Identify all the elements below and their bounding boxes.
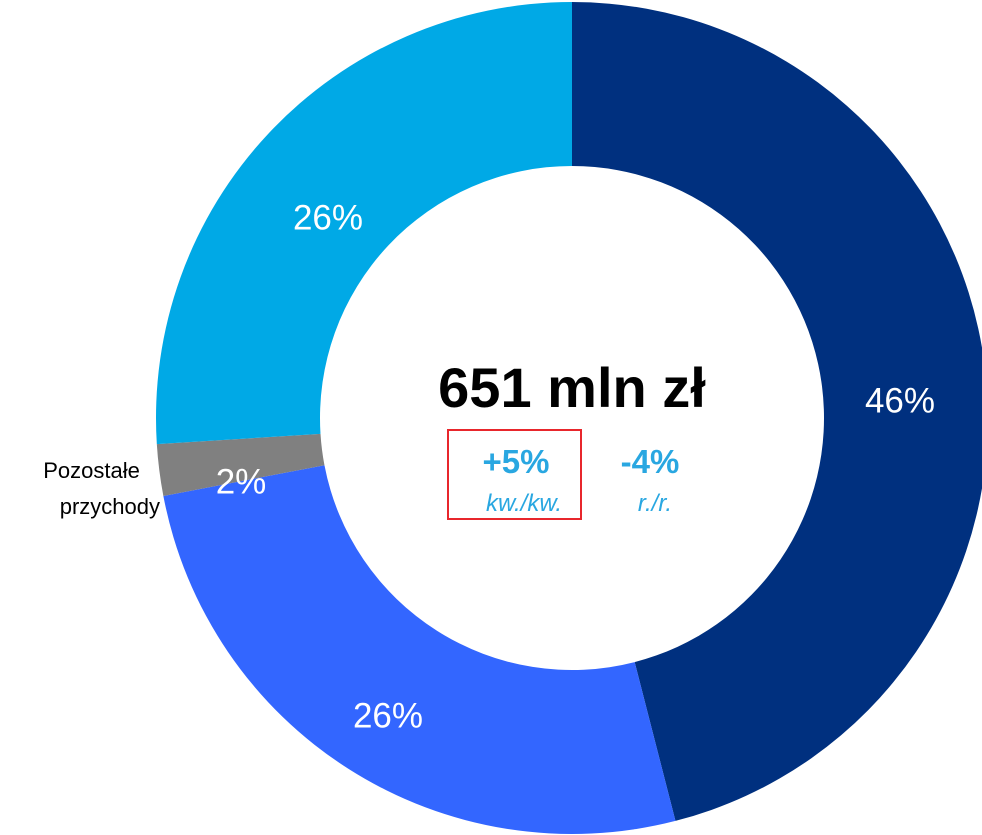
slice-label-2: 2%: [216, 462, 267, 501]
donut-slice-1: [163, 465, 675, 834]
change-yoy-value: -4%: [621, 443, 680, 480]
change-qoq-value: +5%: [483, 443, 550, 480]
center-total: 651 mln zł: [438, 356, 706, 419]
slice-label-3: 26%: [293, 198, 363, 237]
slice-label-0: 46%: [865, 381, 935, 420]
change-qoq-period: kw./kw.: [486, 490, 562, 517]
slice-label-1: 26%: [353, 696, 423, 735]
change-yoy-period: r./r.: [638, 490, 672, 517]
outside-category-label: Pozostałe przychody: [43, 458, 160, 519]
